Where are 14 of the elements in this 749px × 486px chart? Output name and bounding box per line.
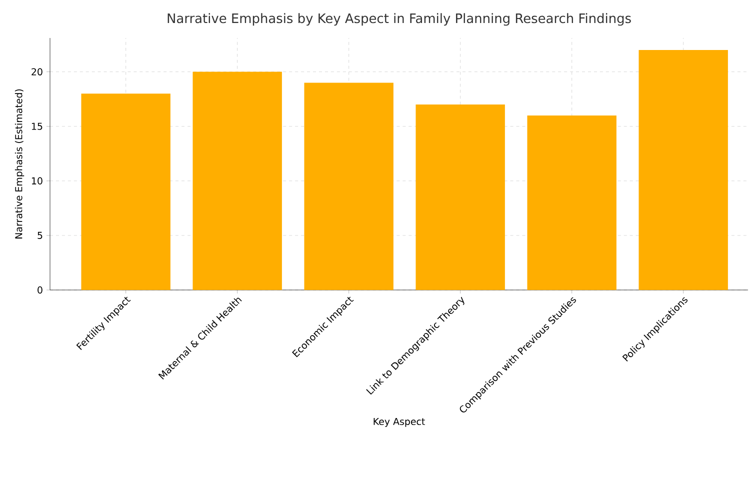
bar [81, 94, 170, 290]
y-axis-title: Narrative Emphasis (Estimated) [14, 89, 24, 238]
bar [416, 104, 505, 290]
x-axis-title: Key Aspect [374, 418, 425, 427]
bar [304, 82, 394, 290]
y-tick-label: 20 [32, 68, 42, 76]
y-tick-label: 10 [32, 177, 42, 184]
bar [192, 72, 282, 290]
bar [638, 50, 728, 290]
y-tick-label: 15 [32, 122, 42, 130]
y-tick-label: 0 [38, 286, 42, 294]
y-tick-label: 5 [38, 232, 42, 239]
chart-title: Narrative Emphasis by Key Aspect in Family Planning Research Findings [168, 13, 631, 26]
bar [527, 115, 616, 290]
